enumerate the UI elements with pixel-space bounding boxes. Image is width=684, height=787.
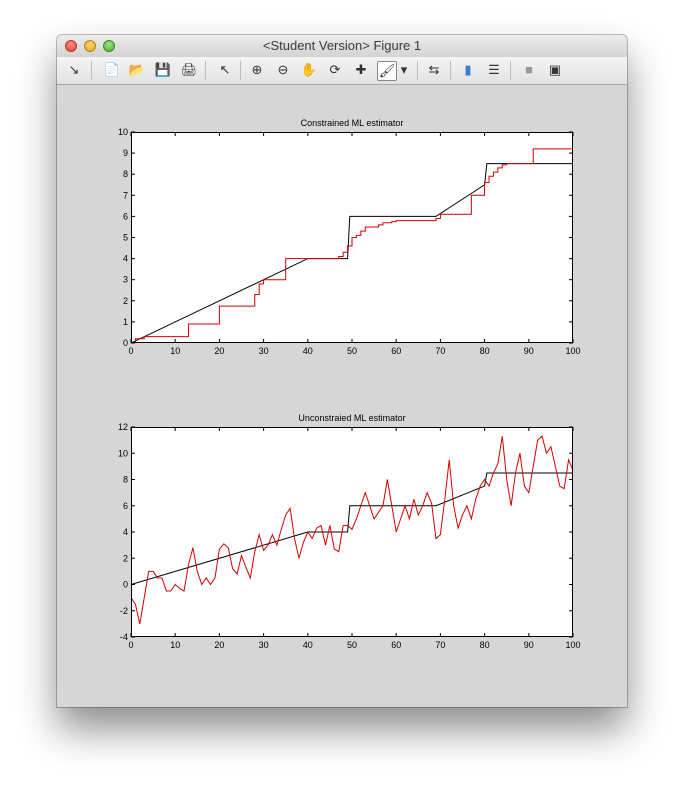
x-tick-label: 0 [128,346,133,356]
colorbar-icon[interactable]: ▮ [464,62,472,77]
new-figure-icon[interactable]: 📄 [103,62,121,77]
y-tick-label: -4 [120,632,128,642]
axes-title: Constrained ML estimator [301,118,404,128]
x-tick-label: 80 [480,346,490,356]
brush-icon[interactable]: 🖌 [377,61,397,81]
edit-pointer-icon[interactable]: ↖ [219,62,231,77]
y-tick-label: 7 [123,190,128,200]
series-line-estimate [131,148,573,343]
toolbar-separator [450,61,451,80]
x-tick-label: 20 [214,640,224,650]
open-file-icon[interactable]: 📂 [128,62,146,77]
x-tick-label: 70 [435,640,445,650]
toolbar-separator [205,61,206,80]
y-tick-label: 9 [123,148,128,158]
x-tick-label: 20 [214,346,224,356]
y-tick-label: 8 [123,475,128,485]
toolbar-separator [510,61,511,80]
x-tick-label: 40 [303,346,313,356]
minimize-button[interactable] [84,40,96,52]
y-tick-label: 6 [123,211,128,221]
toolbar-separator [417,61,418,80]
print-icon[interactable]: 🖨 [180,62,198,77]
y-tick-label: 4 [123,527,128,537]
x-tick-label: 60 [391,346,401,356]
zoom-in-icon[interactable]: ⊕ [251,62,263,77]
axes-constrained[interactable]: Constrained ML estimator 0 10 20 30 40 50 60 70… [118,118,581,356]
legend-icon[interactable]: ☰ [488,62,500,77]
series-line-true [131,472,573,585]
y-tick-label: 10 [118,127,128,137]
figure-window: <Student Version> Figure 1 ↘ 📄 📂 💾 🖨 ↖ ⊕… [57,35,627,707]
y-tick-label: 4 [123,254,128,264]
toolbar-separator [91,61,92,80]
hide-plot-tools-icon[interactable]: ■ [525,62,533,77]
zoom-button[interactable] [103,40,115,52]
x-tick-label: 70 [435,346,445,356]
y-tick-label: 3 [123,275,128,285]
close-button[interactable] [65,40,77,52]
show-plot-tools-icon[interactable]: ▣ [548,62,562,77]
link-plot-icon[interactable]: ⇆ [428,62,440,77]
x-tick-label: 30 [259,640,269,650]
window-title: <Student Version> Figure 1 [262,38,422,53]
y-tick-label: 2 [123,553,128,563]
brush-dropdown-icon[interactable]: ▾ [400,62,408,77]
x-tick-label: 50 [347,346,357,356]
x-tick-label: 90 [524,346,534,356]
y-tick-label: 5 [123,233,128,243]
rotate-3d-icon[interactable]: ⟳ [329,62,341,77]
title-bar[interactable]: <Student Version> Figure 1 [57,35,627,58]
axes-title: Unconstraied ML estimator [298,413,405,423]
data-cursor-icon[interactable]: ✚ [355,62,367,77]
x-tick-label: 40 [303,640,313,650]
dock-arrow-icon[interactable]: ↘ [68,62,80,77]
pan-hand-icon[interactable]: ✋ [300,62,318,77]
x-tick-label: 80 [480,640,490,650]
y-tick-label: 0 [123,580,128,590]
y-tick-label: -2 [120,606,128,616]
series-line-estimate [131,435,573,624]
y-tick-label: 8 [123,169,128,179]
y-tick-label: 6 [123,501,128,511]
plot-area [131,427,573,637]
y-tick-label: 1 [123,317,128,327]
zoom-out-icon[interactable]: ⊖ [277,62,289,77]
x-tick-label: 50 [347,640,357,650]
axes-unconstrained[interactable]: Unconstraied ML estimator 0 10 20 30 40 50 60 7… [118,413,581,650]
x-tick-label: 30 [259,346,269,356]
y-tick-label: 0 [123,338,128,348]
x-tick-label: 90 [524,640,534,650]
x-tick-label: 10 [170,640,180,650]
y-tick-label: 2 [123,296,128,306]
y-tick-label: 10 [118,448,128,458]
x-tick-label: 0 [128,640,133,650]
x-tick-label: 10 [170,346,180,356]
figure-plots: Constrained ML estimator 0 10 20 30 40 50 60 70… [118,118,581,650]
x-tick-label: 60 [391,640,401,650]
x-tick-label: 100 [565,346,580,356]
y-tick-label: 12 [118,422,128,432]
save-icon[interactable]: 💾 [154,62,172,77]
x-tick-label: 100 [565,640,580,650]
figure-canvas: Constrained ML estimator 0 10 20 30 40 50 60 70… [57,85,627,707]
figure-toolbar: ↘ 📄 📂 💾 🖨 ↖ ⊕ ⊖ ✋ ⟳ ✚ 🖌 ▾ ⇆ ▮ ☰ ■ ▣ [57,57,627,85]
toolbar-separator [240,61,241,80]
